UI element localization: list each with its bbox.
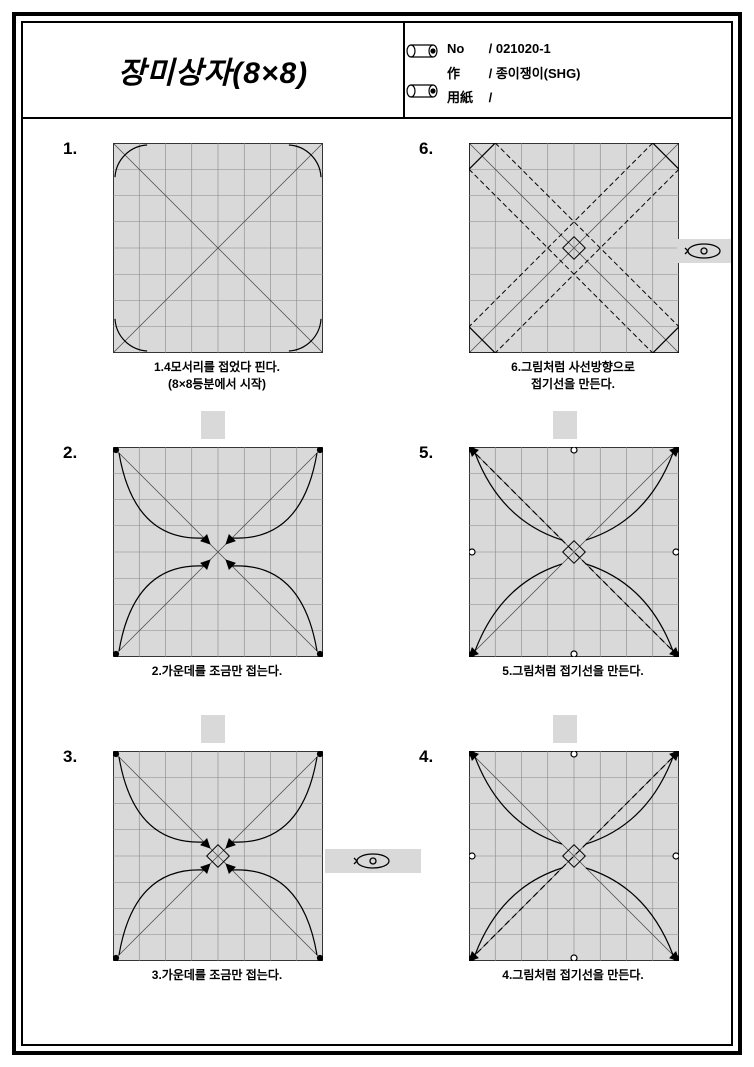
connector [553, 715, 577, 743]
step-caption: 3.가운데를 조금만 접는다. [67, 967, 367, 984]
meta-no-value: 021020-1 [496, 41, 551, 56]
step-number: 6. [419, 139, 433, 159]
step-number: 1. [63, 139, 77, 159]
meta-block: No / 021020-1 作 / 종이쟁이(SHG) 用紙 / [405, 23, 731, 117]
step-number: 5. [419, 443, 433, 463]
connector [325, 849, 421, 873]
step-4: 4.4.그림처럼 접기선을 만든다. [423, 751, 723, 984]
connector [553, 411, 577, 439]
step-1: 1.1.4모서리를 접었다 핀다.(8×8등분에서 시작) [67, 143, 367, 393]
turn-over-icon [353, 851, 393, 871]
step-caption: 1.4모서리를 접었다 핀다.(8×8등분에서 시작) [67, 359, 367, 393]
meta-no-label: No [447, 37, 485, 62]
page-title: 장미상자(8×8) [118, 48, 308, 92]
step-number: 3. [63, 747, 77, 767]
connector [201, 715, 225, 743]
binder-rings [405, 23, 441, 119]
step-caption: 2.가운데를 조금만 접는다. [67, 663, 367, 680]
step-6: 6.6.그림처럼 사선방향으로접기선을 만든다. [423, 143, 723, 393]
step-3: 3.3.가운데를 조금만 접는다. [67, 751, 367, 984]
connector [201, 411, 225, 439]
step-number: 2. [63, 443, 77, 463]
header: 장미상자(8×8) No / 021020-1 作 / 종이쟁이(SHG) 用紙… [23, 23, 731, 119]
meta-author-label: 作 [447, 62, 485, 87]
step-5: 5.5.그림처럼 접기선을 만든다. [423, 447, 723, 680]
step-caption: 4.그림처럼 접기선을 만든다. [423, 967, 723, 984]
title-area: 장미상자(8×8) [23, 23, 405, 117]
step-caption: 6.그림처럼 사선방향으로접기선을 만든다. [423, 359, 723, 393]
step-2: 2.2.가운데를 조금만 접는다. [67, 447, 367, 680]
meta-paper-label: 用紙 [447, 86, 485, 111]
step-caption: 5.그림처럼 접기선을 만든다. [423, 663, 723, 680]
turn-over-icon [684, 241, 724, 261]
content-area: 1.1.4모서리를 접었다 핀다.(8×8등분에서 시작)2.2.가운데를 조금… [23, 119, 731, 1044]
meta-author-value: 종이쟁이(SHG) [496, 66, 581, 81]
connector [677, 239, 731, 263]
step-number: 4. [419, 747, 433, 767]
